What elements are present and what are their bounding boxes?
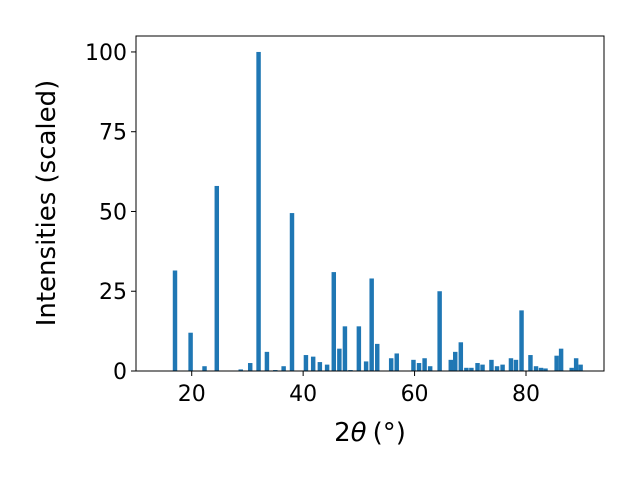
bar xyxy=(310,356,316,371)
bar xyxy=(573,358,579,371)
bar xyxy=(500,364,505,371)
y-tick-label: 0 xyxy=(113,360,127,385)
bar xyxy=(264,351,270,371)
bar xyxy=(247,363,253,371)
y-axis-label: Intensities (scaled) xyxy=(32,80,62,327)
bar xyxy=(324,364,330,371)
bar xyxy=(356,326,362,371)
bar xyxy=(469,367,474,371)
bar xyxy=(172,270,178,371)
x-tick-label: 40 xyxy=(289,382,317,407)
bar xyxy=(289,213,295,371)
bar xyxy=(494,366,500,371)
bar xyxy=(543,368,548,371)
bar xyxy=(427,366,433,371)
bar xyxy=(480,364,485,371)
bar xyxy=(437,291,442,371)
y-tick-label: 50 xyxy=(99,200,127,225)
bar xyxy=(569,367,574,371)
bar xyxy=(464,367,469,371)
bar xyxy=(528,355,533,371)
bar xyxy=(475,363,480,371)
bar xyxy=(337,348,342,371)
bar xyxy=(411,359,416,371)
bar xyxy=(513,359,519,371)
bar xyxy=(489,359,494,371)
x-tick-label: 60 xyxy=(401,382,429,407)
bar xyxy=(533,366,539,371)
x-tick-label: 80 xyxy=(512,382,540,407)
x-axis-label: 2θ (°) xyxy=(334,418,406,448)
plot-frame xyxy=(135,35,605,372)
bar xyxy=(538,367,544,371)
bar xyxy=(238,369,243,371)
bar xyxy=(188,332,193,371)
bar xyxy=(363,361,369,371)
bar xyxy=(453,351,458,371)
bar xyxy=(422,358,427,371)
bar xyxy=(331,272,337,371)
bar xyxy=(342,326,348,371)
bar xyxy=(256,51,261,371)
bar xyxy=(558,348,564,371)
bar xyxy=(202,366,207,371)
bar xyxy=(416,363,422,371)
bar xyxy=(375,343,380,371)
x-axis-ticks: 20 40 60 80 xyxy=(178,371,540,407)
bar xyxy=(458,342,464,371)
y-tick-label: 100 xyxy=(85,41,127,66)
y-tick-label: 75 xyxy=(99,121,127,146)
bar xyxy=(448,359,454,371)
y-axis-ticks: 0 25 50 75 100 xyxy=(85,41,136,385)
bar xyxy=(578,364,583,371)
bar xyxy=(508,358,514,371)
bars-group xyxy=(172,51,583,371)
bar xyxy=(388,358,394,371)
y-tick-label: 25 xyxy=(99,280,127,305)
bar xyxy=(317,362,323,371)
bar xyxy=(369,278,374,371)
bar xyxy=(303,355,309,371)
bar xyxy=(394,353,399,371)
bar xyxy=(281,366,286,371)
x-tick-label: 20 xyxy=(178,382,206,407)
bar xyxy=(519,310,524,371)
bar xyxy=(214,185,220,371)
bar xyxy=(554,355,559,371)
